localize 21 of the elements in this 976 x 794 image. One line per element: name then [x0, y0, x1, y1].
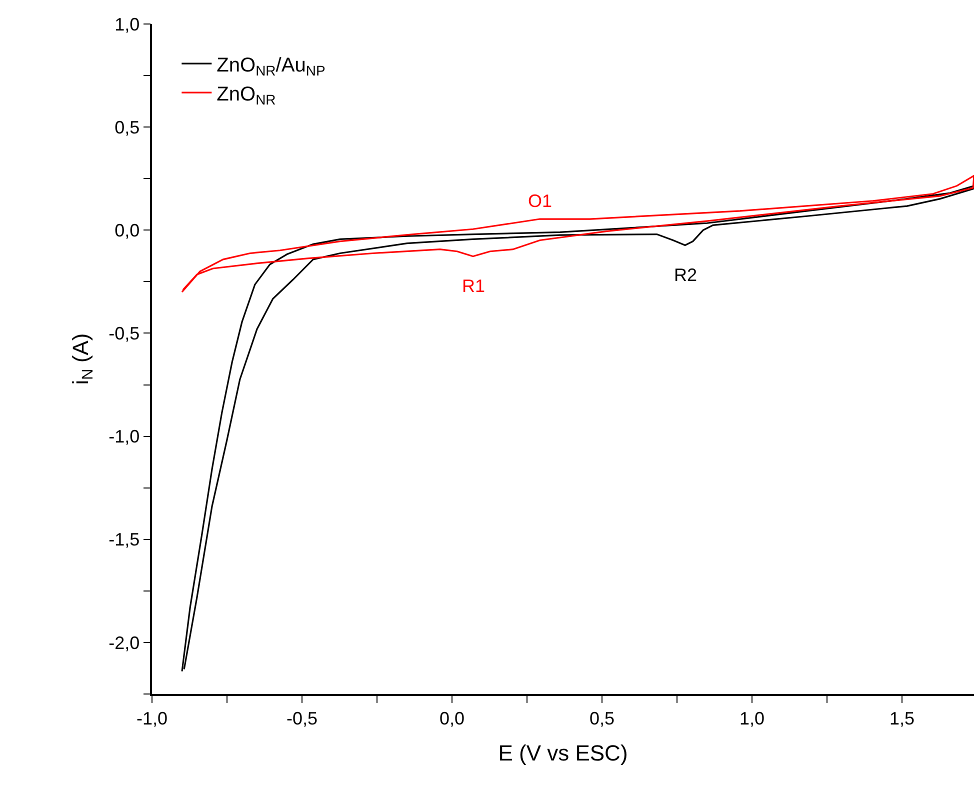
annotation: R1 [462, 276, 486, 296]
x-tick-label: 1,5 [889, 708, 915, 728]
y-tick-label: -1,5 [108, 530, 140, 550]
y-tick-label: 0,0 [114, 220, 140, 240]
x-tick-label: 1,0 [739, 708, 765, 728]
line-series [181, 185, 974, 672]
y-tick-label: -2,0 [108, 632, 140, 653]
legend-label: ZnO$_{NR}$ [216, 83, 276, 108]
x-tick-label: 0,0 [439, 708, 465, 728]
legend-label: ZnO$_{NR}$/Au$_{NP}$ [216, 54, 326, 79]
line-series [181, 174, 974, 293]
annotation: O1 [528, 191, 552, 211]
annotation: R2 [674, 265, 698, 285]
y-tick-label: -1,0 [108, 426, 140, 447]
x-tick-label: 0,5 [589, 708, 615, 728]
x-axis-title: E (V vs ESC) [498, 740, 628, 766]
y-tick-label: 0,5 [114, 117, 140, 138]
y-tick-label: 1,0 [114, 14, 140, 34]
y-tick-label: -0,5 [108, 324, 140, 344]
x-tick-label: -1,0 [136, 708, 168, 728]
x-tick-label: -0,5 [286, 708, 318, 728]
